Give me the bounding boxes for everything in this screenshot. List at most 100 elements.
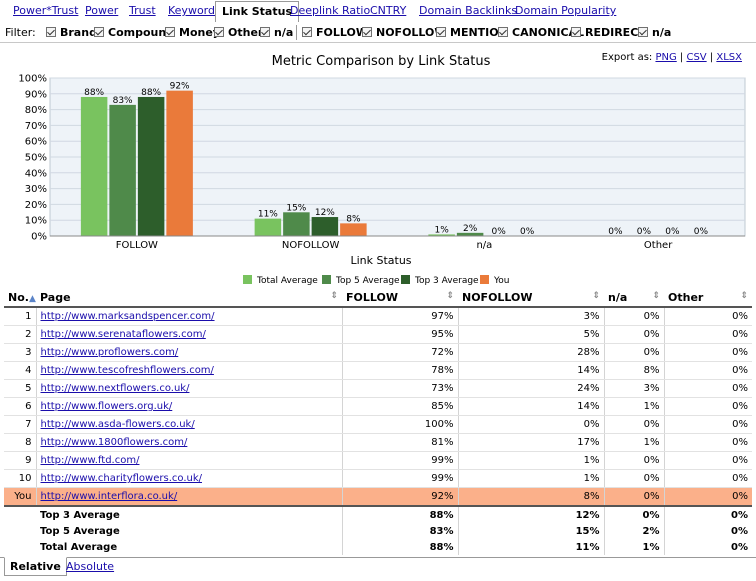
follow-value: 99% xyxy=(341,451,458,470)
page-link[interactable]: http://www.interflora.co.uk/ xyxy=(40,491,178,502)
tab-relative[interactable]: Relative xyxy=(4,557,67,576)
filter-nofollow[interactable]: NOFOLLOW xyxy=(362,25,447,39)
row-number: 4 xyxy=(4,361,37,380)
page-link[interactable]: http://www.charityflowers.co.uk/ xyxy=(40,473,203,484)
y-tick-label: 40% xyxy=(25,168,47,179)
filter-compound[interactable]: Compound xyxy=(94,25,174,39)
checkbox-checked-icon[interactable] xyxy=(302,27,312,37)
column-header-other[interactable]: Other ⇕ xyxy=(664,288,752,308)
filter-other-label: Other xyxy=(228,25,264,39)
checkbox-checked-icon[interactable] xyxy=(214,27,224,37)
checkbox-checked-icon[interactable] xyxy=(94,27,104,37)
page-link[interactable]: http://www.marksandspencer.com/ xyxy=(40,311,215,322)
filter-bar: Filter: Brand Compound Money Other n/a F… xyxy=(0,22,756,43)
tab-domain-backlinks[interactable]: Domain Backlinks xyxy=(419,4,518,17)
page-link[interactable]: http://www.tescofreshflowers.com/ xyxy=(40,365,214,376)
checkbox-checked-icon[interactable] xyxy=(436,27,446,37)
tab-absolute[interactable]: Absolute xyxy=(66,560,115,573)
filter-compound-label: Compound xyxy=(108,25,175,39)
summary-label: Top 3 Average xyxy=(36,505,342,523)
table-row: 9 http://www.ftd.com/99% 1% 0% 0% xyxy=(4,451,752,470)
filter-na-1-label: n/a xyxy=(274,25,294,39)
nofollow-value: 12% xyxy=(457,505,604,523)
data-label: 92% xyxy=(170,82,190,92)
data-label: 15% xyxy=(286,203,306,213)
page-link[interactable]: http://www.1800flowers.com/ xyxy=(40,437,188,448)
row-number: 9 xyxy=(4,451,37,470)
tab-domain-popularity[interactable]: Domain Popularity xyxy=(515,4,617,17)
tab-trust[interactable]: Trust xyxy=(129,4,156,17)
filter-follow[interactable]: FOLLOW xyxy=(302,25,368,39)
export-xlsx-link[interactable]: XLSX xyxy=(716,52,742,63)
tab-cntry[interactable]: CNTRY xyxy=(370,4,407,17)
follow-value: 83% xyxy=(341,523,458,539)
table-row: 3 http://www.proflowers.com/72% 28% 0% 0% xyxy=(4,343,752,362)
na-value: 3% xyxy=(603,379,664,398)
follow-value: 88% xyxy=(341,505,458,523)
column-header-follow[interactable]: FOLLOW ⇕ xyxy=(342,288,458,308)
column-header-na[interactable]: n/a ⇕ xyxy=(604,288,664,308)
page-link[interactable]: http://www.proflowers.com/ xyxy=(40,347,179,358)
tab-power[interactable]: Power xyxy=(85,4,119,17)
nofollow-value: 15% xyxy=(457,523,604,539)
column-header-page-label: Page xyxy=(40,290,71,304)
page-link[interactable]: http://www.serenataflowers.com/ xyxy=(40,329,206,340)
filter-money[interactable]: Money xyxy=(165,25,220,39)
chart-x-axis-title: Link Status xyxy=(350,254,411,267)
tab-link-status[interactable]: Link Status xyxy=(215,1,299,23)
follow-value: 100% xyxy=(341,415,458,434)
data-label: 0% xyxy=(694,227,709,237)
sort-ascending-icon: ▲ xyxy=(28,293,36,304)
table-row: 2 http://www.serenataflowers.com/95% 5% 0% 0… xyxy=(4,325,752,344)
follow-value: 72% xyxy=(341,343,458,362)
tab-deeplink-ratio[interactable]: Deeplink Ratio xyxy=(290,4,371,17)
page-link[interactable]: http://www.flowers.org.uk/ xyxy=(40,401,173,412)
checkbox-checked-icon[interactable] xyxy=(46,27,56,37)
checkbox-checked-icon[interactable] xyxy=(498,27,508,37)
filter-other[interactable]: Other xyxy=(214,25,263,39)
page-link[interactable]: http://www.nextflowers.co.uk/ xyxy=(40,383,190,394)
page-link[interactable]: http://www.asda-flowers.co.uk/ xyxy=(40,419,195,430)
filter-brand[interactable]: Brand xyxy=(46,25,97,39)
filter-na-2[interactable]: n/a xyxy=(638,25,671,39)
follow-value: 99% xyxy=(341,469,458,488)
checkbox-checked-icon[interactable] xyxy=(362,27,372,37)
filter-brand-label: Brand xyxy=(60,25,97,39)
checkbox-checked-icon[interactable] xyxy=(571,27,581,37)
na-value: 0% xyxy=(603,325,664,344)
column-header-nofollow[interactable]: NOFOLLOW ⇕ xyxy=(458,288,604,308)
other-value: 0% xyxy=(663,379,752,398)
filter-redirect[interactable]: REDIRECT xyxy=(571,25,646,39)
na-value: 1% xyxy=(603,397,664,416)
chart-plot: 0% 10% 20% 30% 40% 50% 60% 70% 80% 90% 100% 88% 83% 8… xyxy=(18,74,746,251)
other-value: 0% xyxy=(663,325,752,344)
summary-row: Total Average 88% 11% 1% 0% xyxy=(4,539,752,555)
row-number: 2 xyxy=(4,325,37,344)
filter-mention[interactable]: MENTION xyxy=(436,25,508,39)
page-link[interactable]: http://www.ftd.com/ xyxy=(40,455,140,466)
summary-spacer xyxy=(4,505,36,523)
y-tick-label: 90% xyxy=(25,89,47,100)
follow-value: 85% xyxy=(341,397,458,416)
other-value: 0% xyxy=(663,451,752,470)
column-header-page[interactable]: Page ⇕ xyxy=(36,288,342,308)
column-header-no[interactable]: No.▲ xyxy=(4,288,36,308)
filter-canonical[interactable]: CANONICAL xyxy=(498,25,584,39)
nofollow-value: 11% xyxy=(457,539,604,555)
page-cell: http://www.proflowers.com/ xyxy=(36,343,342,362)
checkbox-checked-icon[interactable] xyxy=(638,27,648,37)
na-value: 0% xyxy=(603,469,664,488)
export-csv-link[interactable]: CSV xyxy=(686,52,707,63)
row-number: 3 xyxy=(4,343,37,362)
filter-na-1[interactable]: n/a xyxy=(260,25,293,39)
y-tick-label: 100% xyxy=(18,74,47,85)
export-png-link[interactable]: PNG xyxy=(655,52,677,63)
summary-row: Top 5 Average 83% 15% 2% 0% xyxy=(4,523,752,539)
column-header-follow-label: FOLLOW xyxy=(346,290,398,304)
other-value: 0% xyxy=(663,505,752,523)
checkbox-checked-icon[interactable] xyxy=(165,27,175,37)
other-value: 0% xyxy=(663,487,752,507)
checkbox-checked-icon[interactable] xyxy=(260,27,270,37)
tab-power-trust[interactable]: Power*Trust xyxy=(13,4,79,17)
tab-keyword[interactable]: Keyword xyxy=(168,4,215,17)
